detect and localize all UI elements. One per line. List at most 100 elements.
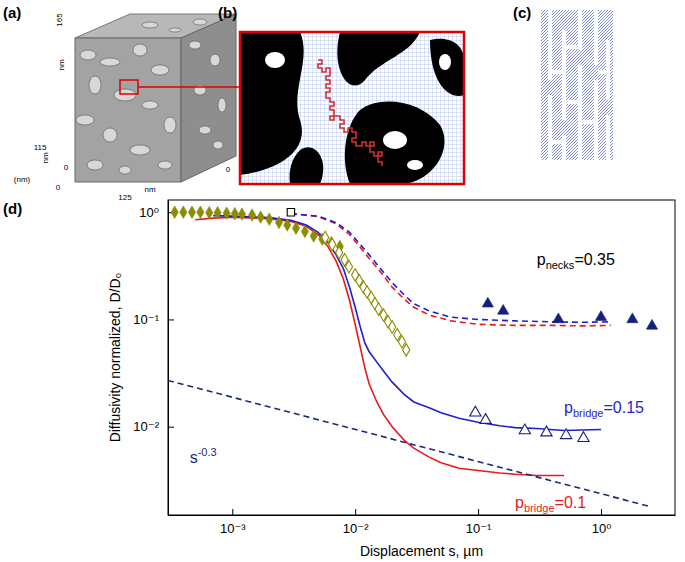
series-point [482,297,493,307]
x-axis-title: Displacement s, µm [360,543,483,559]
y-tick-mark [168,319,174,320]
series-point [248,209,255,221]
channel-wall [578,65,582,160]
x-tick-label: 10⁻² [343,521,369,536]
x-tick-mark [232,509,233,515]
axis-text-a: 0 [56,183,61,192]
y-axis: 10⁻² 10⁻¹ 10⁰ [133,201,174,516]
pore [100,58,120,66]
x-axis: 10⁻³ 10⁻² 10⁻¹ 10⁰ [169,509,676,536]
channel-wall [594,80,598,160]
series-line [195,217,564,475]
pore [119,166,131,174]
annotation-base: p [564,399,573,416]
series-point [336,246,343,258]
panel-label: (d) [3,200,22,217]
y-tick: 10⁻¹ [133,312,174,327]
x-tick-mark [355,509,356,515]
figure-svg: 165nm0nm115(nm)0125nm0(a)(b)(c)(d)10⁻³10… [0,0,685,562]
plot-area [168,206,658,507]
panel-label: (c) [513,4,531,21]
solid-region [289,147,323,184]
pore [169,28,181,32]
channel-wall [578,10,582,50]
series-point [284,219,291,231]
annotation: pbridge=0.1 [515,494,586,514]
series-line [213,216,601,431]
x-tick-mark [601,509,602,515]
pore [142,22,158,28]
panel-a: 165nm0nm115(nm)0125nm0 [14,13,240,202]
annotation-base: s [190,449,198,466]
pore [164,117,176,133]
series-point [322,231,329,243]
annotations: pnecks=0.35pbridge=0.15pbridge=0.1s-0.3 [190,251,644,514]
x-tick: 10⁻³ [220,509,246,536]
series-point [470,406,481,416]
pore [133,44,147,56]
zoom-box [120,80,138,94]
series-point [498,304,509,314]
series-point [301,225,308,237]
series-line [168,380,650,506]
channel-wall [552,140,562,144]
pore [193,19,207,25]
pore [218,98,226,112]
x-axis-line [169,515,676,516]
channel-wall [552,70,562,74]
pore [89,76,101,94]
series-point [541,426,552,436]
channel-wall [566,45,578,49]
y-axis-line [168,201,169,516]
pore [158,161,172,169]
series-point [287,209,294,216]
series-point [578,432,589,442]
solid-region [240,32,304,175]
annotation-sub: bridge [524,502,555,514]
annotation-base: p [537,251,546,268]
series-point [231,207,238,219]
axis-text-a: 0 [64,163,69,172]
series-point [480,414,491,424]
lattice [240,32,464,184]
hole [407,160,423,170]
y-tick-mark [168,427,174,428]
annotation: pnecks=0.35 [537,251,615,271]
solid-region [337,32,420,86]
channel-wall [562,135,566,160]
series-point [403,344,410,356]
pore [142,101,158,109]
series-point [266,213,273,225]
annotation-tail: =0.35 [574,251,615,268]
y-tick: 10⁰ [139,205,174,220]
series-point [223,207,230,219]
panel-b [240,32,464,184]
pore [210,54,220,66]
series-point [171,206,178,218]
solid-region [345,102,445,184]
pore [199,126,211,134]
y-axis-title: Diffusivity normalized, D/D₀ [107,272,123,442]
x-tick-label: 10⁻¹ [466,521,492,536]
channel-wall [606,115,610,160]
y-tick: 10⁻² [133,419,174,434]
annotation-base: p [515,494,524,511]
annotation: pbridge=0.15 [564,399,644,419]
series-point [595,311,606,321]
block-front [75,38,181,182]
pore [87,160,103,170]
axis-text-a: 165 [55,13,64,27]
pore [80,50,96,60]
series-point [238,208,245,220]
axis-text-a: (nm) [14,175,31,184]
channel-wall [606,40,610,100]
series-point [519,424,530,434]
x-tick-label: 10⁰ [592,521,612,536]
y-tick-label: 10⁻¹ [133,312,159,327]
panel-label: (b) [218,4,237,21]
annotation-tail: =0.1 [555,494,587,511]
axis-text-a: nm [144,185,155,194]
channel-wall [566,100,578,104]
annotation-sup: -0.3 [198,446,217,458]
pore [130,145,150,155]
